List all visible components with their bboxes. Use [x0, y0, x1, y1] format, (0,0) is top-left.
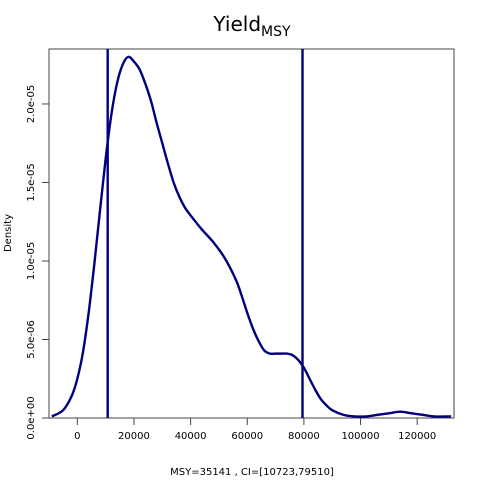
- x-axis-title: MSY=35141 , CI=[10723,79510]: [170, 467, 334, 478]
- y-axis-title: Density: [3, 214, 14, 252]
- x-tick-label: 40000: [175, 431, 207, 442]
- y-tick-label: 0.0e+00: [26, 396, 37, 439]
- series-layer: [51, 55, 452, 418]
- vline-layer: [106, 49, 304, 418]
- density-line: [51, 55, 452, 418]
- x-tick-label: 60000: [231, 431, 263, 442]
- x-tick-label: 0: [74, 431, 80, 442]
- y-axis: 0.0e+00 5.0e-06 1.0e-05 1.5e-05 2.0e-05: [26, 85, 50, 440]
- chart-title-main: Yield: [212, 12, 261, 36]
- y-tick-label: 5.0e-06: [26, 320, 37, 358]
- x-axis: 0 20000 40000 60000 80000 100000 120000: [74, 417, 436, 442]
- x-tick-label: 100000: [341, 431, 379, 442]
- y-tick-label: 1.5e-05: [26, 163, 37, 201]
- y-tick-label: 2.0e-05: [26, 85, 37, 123]
- x-tick-label: 80000: [288, 431, 320, 442]
- chart-title-subscript: MSY: [261, 24, 291, 40]
- chart-title: YieldMSY: [212, 12, 291, 40]
- x-tick-label: 20000: [118, 431, 150, 442]
- y-tick-label: 1.0e-05: [26, 242, 37, 280]
- plot-frame: [48, 48, 455, 419]
- x-tick-label: 120000: [398, 431, 436, 442]
